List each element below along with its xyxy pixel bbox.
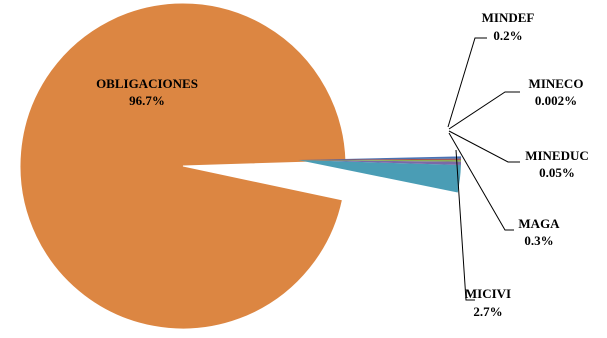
pie-slice-mineduc: [298, 159, 462, 162]
leader-line-mineco: [448, 91, 520, 130]
leader-line-mineduc: [448, 130, 520, 163]
pie-slice-mindef: [298, 156, 461, 160]
leader-line-micivi: [455, 149, 475, 301]
data-label-micivi-name: MICIVI: [465, 286, 511, 301]
pie-slice-mineco: [298, 158, 461, 160]
data-label-obligaciones-value: 96.7%: [129, 93, 165, 108]
data-label-mineco-value: 0.002%: [535, 93, 577, 108]
data-label-micivi-value: 2.7%: [473, 304, 502, 319]
data-label-maga-value: 0.3%: [524, 233, 553, 248]
data-label-maga-name: MAGA: [518, 216, 560, 231]
data-label-mineco-name: MINECO: [529, 76, 584, 91]
data-label-mineduc-name: MINEDUC: [525, 148, 589, 163]
pie-slice-micivi: [298, 160, 461, 193]
data-label-mindef-value: 0.2%: [493, 28, 522, 43]
pie-slice-obligaciones: [19, 2, 347, 330]
data-label-mineduc-value: 0.05%: [539, 165, 575, 180]
pie-slice-maga: [298, 160, 461, 166]
leader-line-mindef: [447, 37, 487, 128]
leader-line-maga: [448, 132, 514, 231]
data-label-obligaciones-name: OBLIGACIONES: [96, 76, 198, 91]
data-label-mindef-name: MINDEF: [482, 10, 535, 25]
